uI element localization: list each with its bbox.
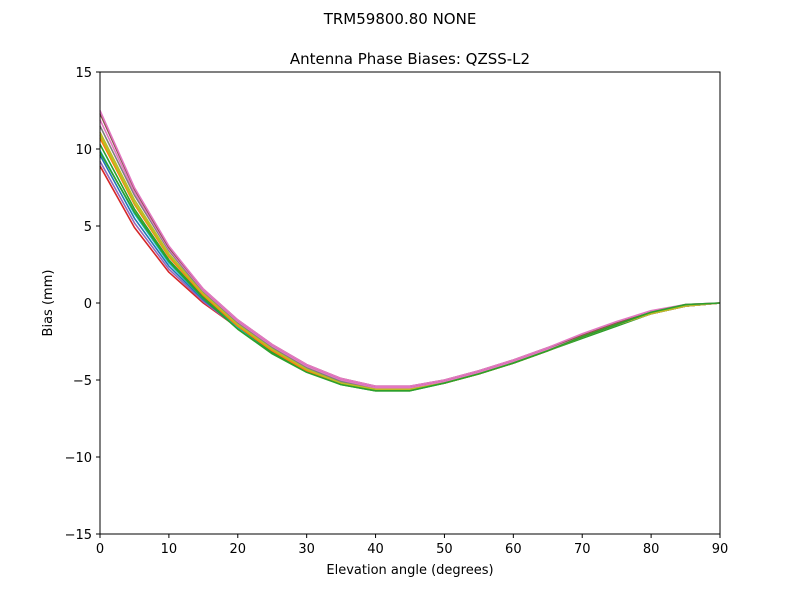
- y-tick-label: 5: [84, 220, 92, 235]
- series-line-12: [99, 110, 721, 387]
- x-tick-label: 80: [643, 542, 660, 557]
- y-tick-label: −15: [65, 528, 92, 543]
- y-axis-label: Bias (mm): [41, 270, 56, 337]
- y-tick-label: −10: [65, 451, 92, 466]
- y-tick-label: 0: [84, 297, 92, 312]
- series-line-13: [99, 151, 721, 392]
- x-tick-label: 40: [367, 542, 384, 557]
- y-tick-label: 15: [75, 66, 92, 81]
- x-tick-label: 50: [436, 542, 453, 557]
- chart-title: Antenna Phase Biases: QZSS-L2: [290, 50, 530, 68]
- figure-suptitle: TRM59800.80 NONE: [323, 10, 477, 28]
- x-axis-label: Elevation angle (degrees): [326, 563, 493, 578]
- y-tick-label: −5: [73, 374, 92, 389]
- y-tick-label: 10: [75, 143, 92, 158]
- x-tick-label: 70: [574, 542, 591, 557]
- x-tick-label: 60: [505, 542, 522, 557]
- y-axis: −15 −10 −5 0 5 10 15: [65, 66, 100, 543]
- x-tick-label: 20: [230, 542, 247, 557]
- x-tick-label: 30: [298, 542, 315, 557]
- x-tick-label: 10: [161, 542, 178, 557]
- plot-area: [100, 72, 720, 534]
- x-axis: 0 10 20 30 40 50 60 70 80 90: [96, 534, 728, 557]
- x-tick-label: 90: [712, 542, 729, 557]
- x-tick-label: 0: [96, 542, 104, 557]
- series-layer: [99, 110, 721, 392]
